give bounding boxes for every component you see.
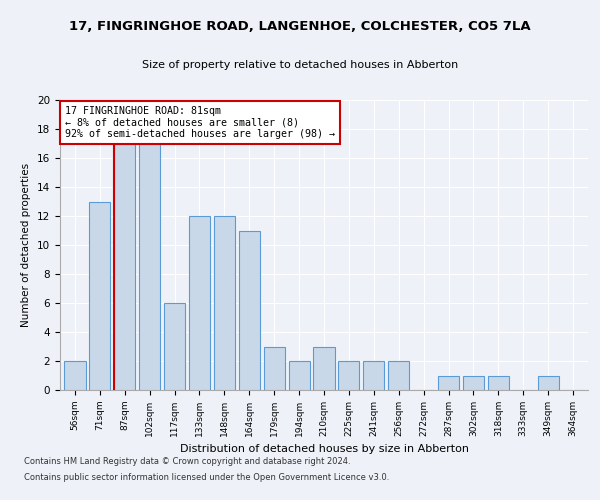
- Bar: [89, 202, 110, 390]
- Bar: [263, 346, 285, 390]
- Bar: [289, 361, 310, 390]
- Bar: [338, 361, 359, 390]
- Bar: [139, 144, 160, 390]
- Bar: [164, 303, 185, 390]
- Bar: [388, 361, 409, 390]
- Bar: [488, 376, 509, 390]
- Text: Size of property relative to detached houses in Abberton: Size of property relative to detached ho…: [142, 60, 458, 70]
- Text: 17 FINGRINGHOE ROAD: 81sqm
← 8% of detached houses are smaller (8)
92% of semi-d: 17 FINGRINGHOE ROAD: 81sqm ← 8% of detac…: [65, 106, 335, 139]
- Bar: [438, 376, 459, 390]
- Bar: [189, 216, 210, 390]
- Bar: [538, 376, 559, 390]
- Bar: [463, 376, 484, 390]
- Text: 17, FINGRINGHOE ROAD, LANGENHOE, COLCHESTER, CO5 7LA: 17, FINGRINGHOE ROAD, LANGENHOE, COLCHES…: [69, 20, 531, 33]
- Bar: [313, 346, 335, 390]
- Bar: [239, 230, 260, 390]
- Y-axis label: Number of detached properties: Number of detached properties: [22, 163, 31, 327]
- Bar: [114, 144, 136, 390]
- Text: Contains HM Land Registry data © Crown copyright and database right 2024.: Contains HM Land Registry data © Crown c…: [24, 458, 350, 466]
- Bar: [64, 361, 86, 390]
- Bar: [363, 361, 385, 390]
- X-axis label: Distribution of detached houses by size in Abberton: Distribution of detached houses by size …: [179, 444, 469, 454]
- Text: Contains public sector information licensed under the Open Government Licence v3: Contains public sector information licen…: [24, 472, 389, 482]
- Bar: [214, 216, 235, 390]
